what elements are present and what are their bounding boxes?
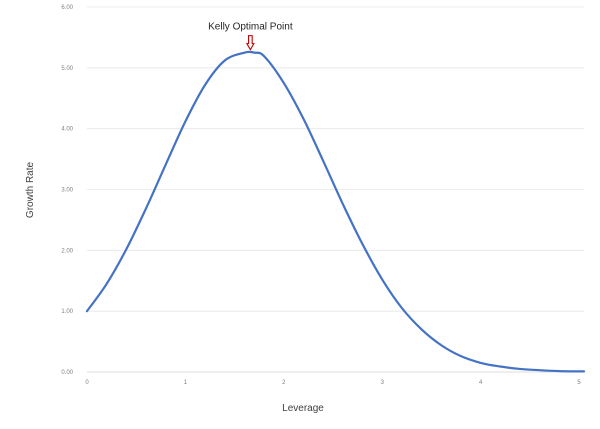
x-tick-label: 4	[479, 380, 483, 386]
y-tick-label: 0.00	[61, 370, 73, 376]
y-tick-label: 3.00	[61, 188, 73, 194]
y-tick-label: 4.00	[61, 127, 73, 133]
y-axis-title: Growth Rate	[25, 161, 36, 218]
x-tick-label: 0	[85, 380, 89, 386]
down-arrow-icon	[245, 35, 255, 51]
y-tick-label: 2.00	[61, 248, 73, 254]
x-axis-title: Leverage	[282, 403, 324, 414]
gridlines	[87, 6, 584, 373]
x-tick-label: 2	[282, 380, 286, 386]
y-tick-label: 5.00	[61, 66, 73, 72]
y-tick-label: 1.00	[61, 309, 73, 315]
y-tick-labels: 0.00 1.00 2.00 3.00 4.00 5.00 6.00	[61, 5, 73, 376]
x-tick-label: 1	[184, 380, 188, 386]
x-tick-label: 5	[577, 380, 581, 386]
growth-rate-curve	[85, 50, 586, 373]
annotation: Kelly Optimal Point	[208, 22, 293, 51]
x-tick-label: 3	[381, 380, 385, 386]
x-tick-labels: 0 1 2 3 4 5	[85, 380, 581, 386]
y-tick-label: 6.00	[61, 5, 73, 11]
annotation-label: Kelly Optimal Point	[208, 22, 293, 33]
